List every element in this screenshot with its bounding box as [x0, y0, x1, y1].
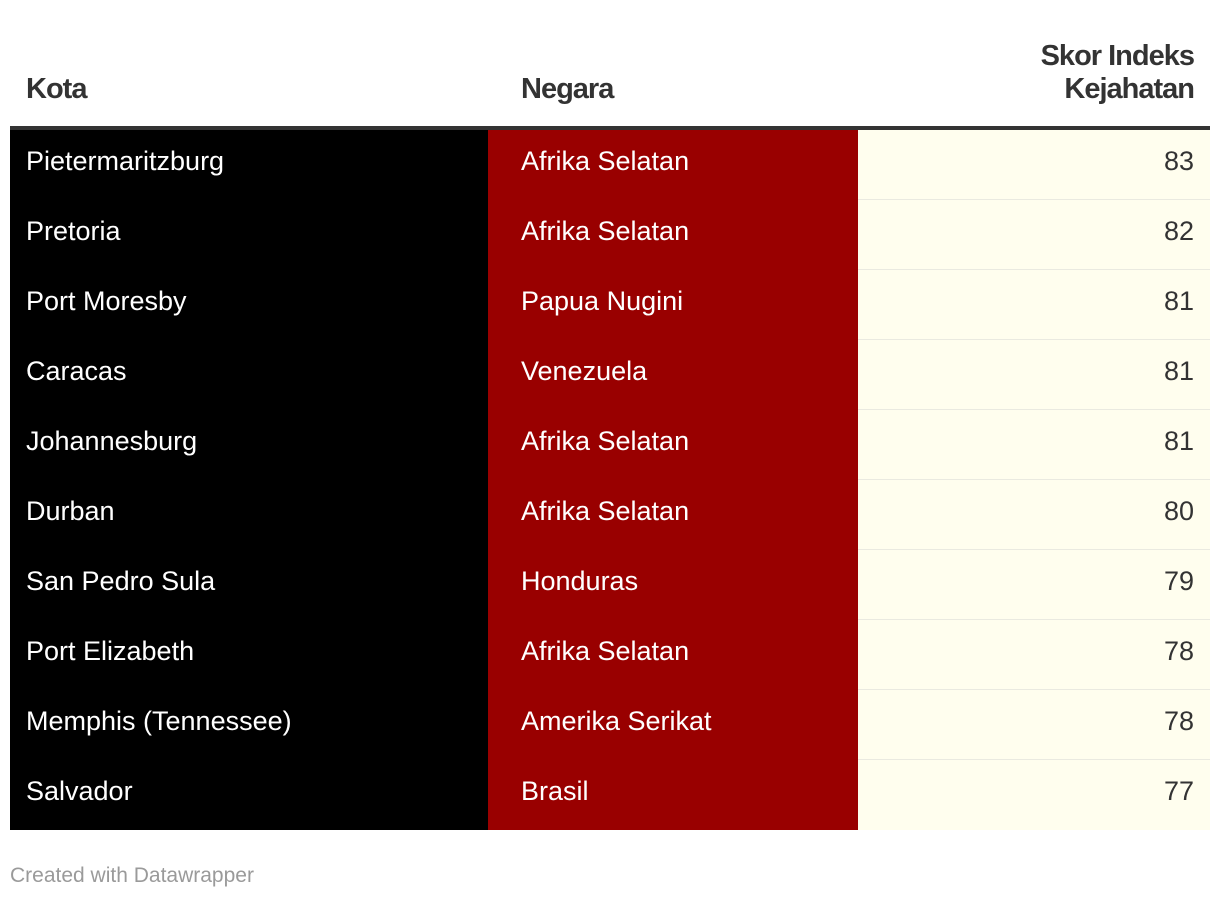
cell-city: Pietermaritzburg: [10, 130, 488, 200]
cell-country: Amerika Serikat: [488, 690, 858, 760]
cell-country: Afrika Selatan: [488, 620, 858, 690]
table-row: Caracas Venezuela 81: [10, 340, 1210, 410]
cell-city: Salvador: [10, 760, 488, 830]
cell-city: Memphis (Tennessee): [10, 690, 488, 760]
cell-score: 78: [858, 620, 1210, 690]
cell-score: 79: [858, 550, 1210, 620]
table-row: Johannesburg Afrika Selatan 81: [10, 410, 1210, 480]
cell-score: 81: [858, 340, 1210, 410]
cell-score: 81: [858, 410, 1210, 480]
cell-score: 83: [858, 130, 1210, 200]
cell-city: Johannesburg: [10, 410, 488, 480]
cell-country: Brasil: [488, 760, 858, 830]
table-row: Port Moresby Papua Nugini 81: [10, 270, 1210, 340]
column-header-country[interactable]: Negara: [521, 73, 614, 105]
table-row: Salvador Brasil 77: [10, 760, 1210, 830]
table-row: Durban Afrika Selatan 80: [10, 480, 1210, 550]
footer-credit: Created with Datawrapper: [10, 864, 254, 887]
table-header: Kota Negara Skor Indeks Kejahatan: [10, 0, 1210, 130]
column-header-city[interactable]: Kota: [26, 73, 87, 105]
cell-score: 81: [858, 270, 1210, 340]
cell-score: 82: [858, 200, 1210, 270]
cell-city: Caracas: [10, 340, 488, 410]
cell-country: Afrika Selatan: [488, 480, 858, 550]
cell-country: Afrika Selatan: [488, 200, 858, 270]
table-row: San Pedro Sula Honduras 79: [10, 550, 1210, 620]
cell-country: Afrika Selatan: [488, 130, 858, 200]
table-row: Pietermaritzburg Afrika Selatan 83: [10, 130, 1210, 200]
cell-country: Honduras: [488, 550, 858, 620]
cell-country: Afrika Selatan: [488, 410, 858, 480]
table-row: Port Elizabeth Afrika Selatan 78: [10, 620, 1210, 690]
cell-score: 80: [858, 480, 1210, 550]
cell-country: Venezuela: [488, 340, 858, 410]
table-row: Memphis (Tennessee) Amerika Serikat 78: [10, 690, 1210, 760]
table-body: Pietermaritzburg Afrika Selatan 83 Pretoria…: [10, 130, 1210, 830]
column-header-score[interactable]: Skor Indeks Kejahatan: [1040, 40, 1195, 105]
cell-city: Port Elizabeth: [10, 620, 488, 690]
data-table: Kota Negara Skor Indeks Kejahatan Pieter…: [10, 0, 1210, 830]
cell-score: 77: [858, 760, 1210, 830]
cell-city: Port Moresby: [10, 270, 488, 340]
table-row: Pretoria Afrika Selatan 82: [10, 200, 1210, 270]
cell-city: Pretoria: [10, 200, 488, 270]
cell-city: Durban: [10, 480, 488, 550]
cell-country: Papua Nugini: [488, 270, 858, 340]
cell-city: San Pedro Sula: [10, 550, 488, 620]
cell-score: 78: [858, 690, 1210, 760]
